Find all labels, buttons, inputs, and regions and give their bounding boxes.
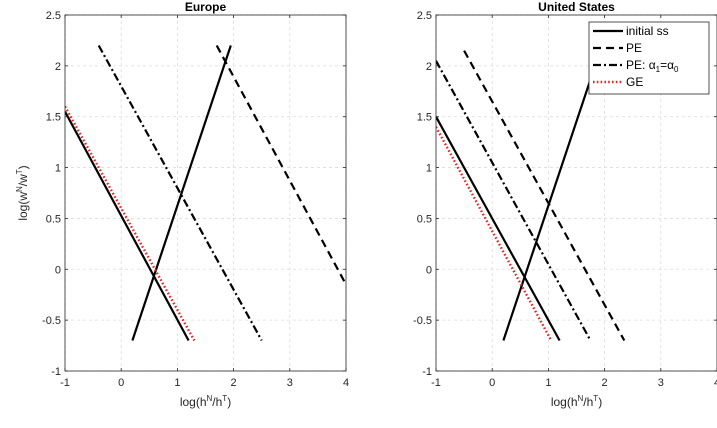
y-tick-label: 1.5	[46, 112, 61, 124]
x-tick-label: 1	[174, 377, 180, 389]
axes-box	[435, 14, 717, 372]
series-line-0	[436, 116, 561, 342]
series-group	[65, 44, 346, 342]
legend-label: PE: α1​=α0​	[626, 58, 679, 74]
x-tick-label: 0	[489, 377, 495, 389]
x-axis-label: log(hN​/hT​)	[551, 394, 602, 409]
plot-area	[65, 15, 346, 371]
x-tick-label: 1	[545, 377, 551, 389]
y-tick-label: 0.5	[417, 213, 432, 225]
legend-label: GE	[626, 75, 643, 89]
series-line-4	[463, 50, 626, 342]
y-tick-label: 0	[55, 264, 61, 276]
chart-title: Europe	[185, 0, 227, 14]
legend: initial ss PE PE: α1​=α0​GE	[588, 21, 710, 95]
series-line-3	[436, 60, 592, 342]
chart-panel-1: -1 0 1 2 3 4 -1 -0.5 0 0.5 1 1.5 2 2.5 United States lo…	[413, 0, 717, 409]
series-group	[436, 45, 626, 342]
x-tick-label: -1	[60, 377, 70, 389]
y-tick-label: 2.5	[46, 10, 61, 22]
chart-title: United States	[538, 0, 615, 14]
y-tick-label: 1	[426, 163, 432, 175]
y-tick-label: -1	[51, 366, 61, 378]
x-tick-label: 2	[602, 377, 608, 389]
y-tick-label: 0.5	[46, 213, 61, 225]
x-tick-label: 0	[118, 377, 124, 389]
x-tick-label: 3	[287, 377, 293, 389]
x-tick-label: -1	[431, 377, 441, 389]
y-tick-label: 2	[426, 61, 432, 73]
series-line-1	[131, 45, 232, 341]
chart-panel-0: -1 0 1 2 3 4 -1 -0.5 0 0.5 1 1.5 2 2.5 Europe log(hN​/h…	[15, 0, 349, 409]
y-tick-label: -0.5	[42, 315, 61, 327]
legend-label: PE	[626, 41, 642, 55]
x-tick-label: 3	[658, 377, 664, 389]
series-line-1	[502, 45, 603, 341]
y-axis-label: log(wN​/wT​)	[15, 165, 30, 220]
axes-box	[64, 14, 347, 372]
x-axis-label: log(hN​/hT​)	[180, 394, 231, 409]
x-tick-label: 4	[714, 377, 717, 389]
y-tick-label: 2	[55, 61, 61, 73]
series-line-0	[65, 111, 190, 342]
x-tick-label: 2	[231, 377, 237, 389]
x-tick-label: 4	[343, 377, 349, 389]
y-tick-label: -1	[422, 366, 432, 378]
y-tick-label: -0.5	[413, 315, 432, 327]
series-line-4	[215, 44, 346, 286]
y-tick-label: 1	[55, 163, 61, 175]
y-tick-label: 0	[426, 264, 432, 276]
series-line-2	[65, 105, 196, 342]
legend-label: initial ss	[626, 24, 669, 38]
y-tick-label: 2.5	[417, 10, 432, 22]
series-line-2	[436, 126, 553, 342]
y-tick-label: 1.5	[417, 112, 432, 124]
